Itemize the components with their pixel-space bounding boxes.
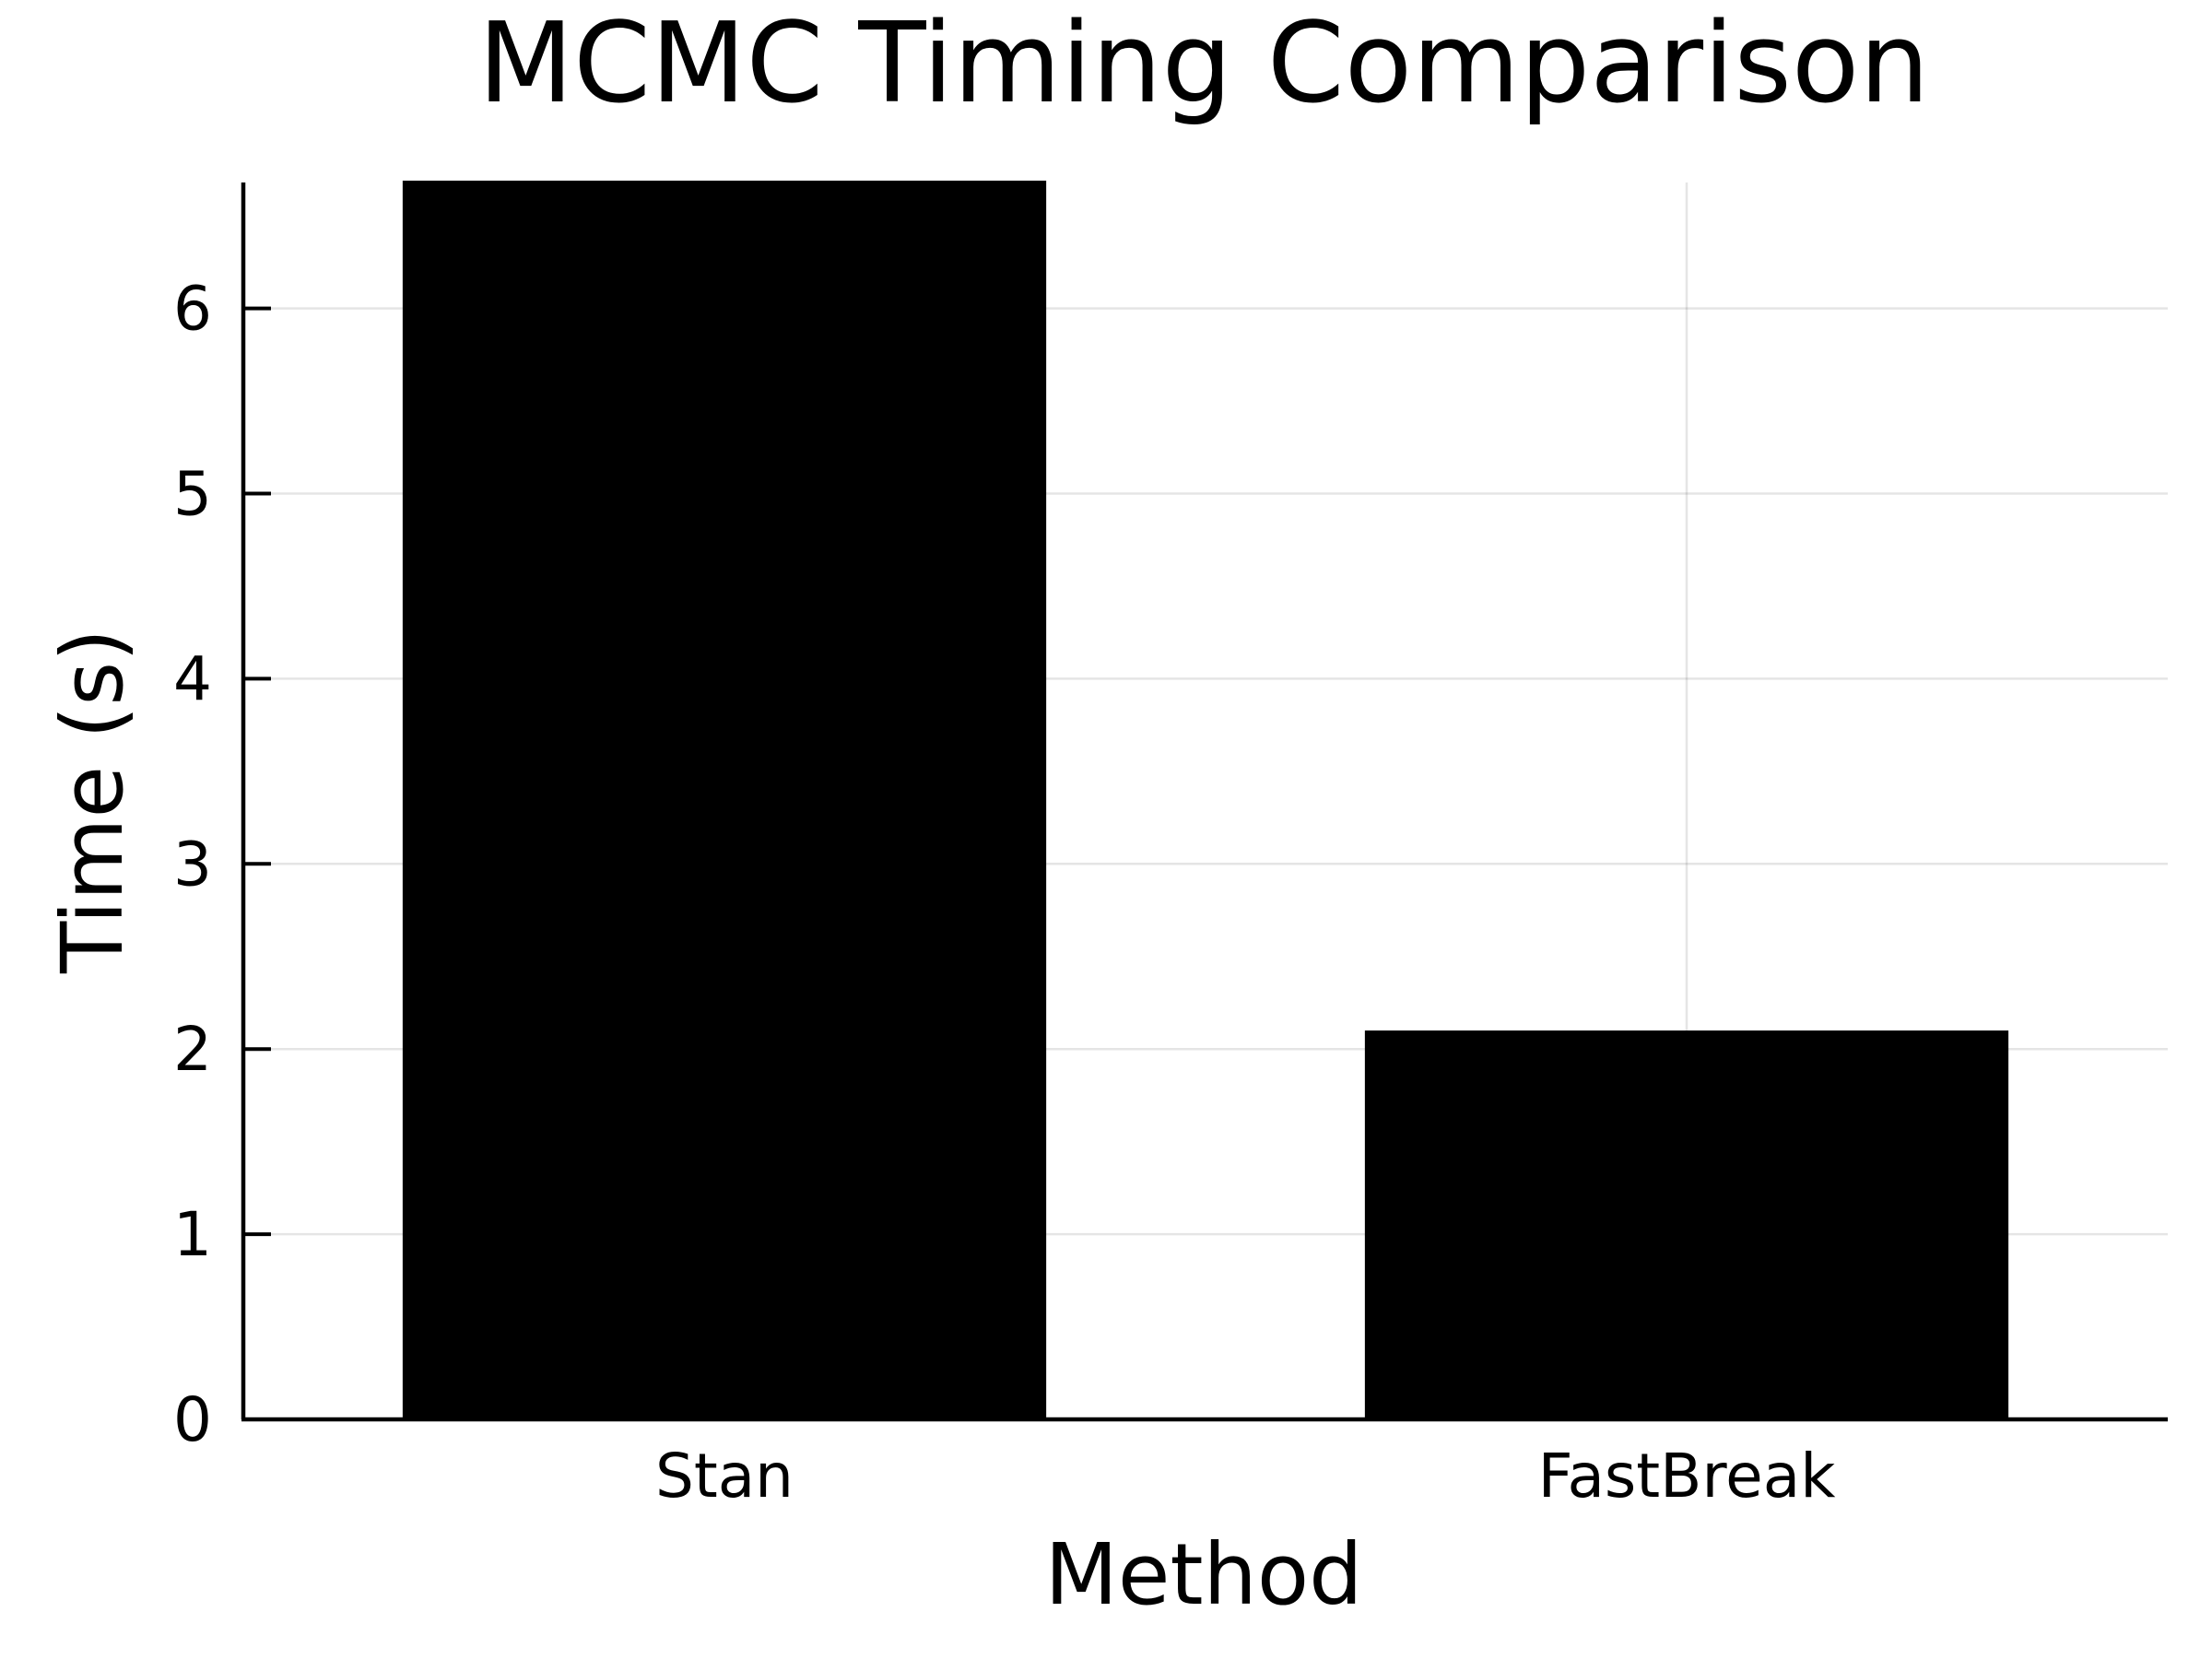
chart-title: MCMC Timing Comparison (478, 0, 1930, 128)
x-tick-label: FastBreak (1538, 1441, 1837, 1512)
bars-layer (402, 181, 2009, 1422)
y-tick-label: 2 (173, 1014, 212, 1085)
y-axis-label: Time (s) (43, 629, 142, 974)
bar-fastbreak (1364, 1030, 2009, 1422)
y-tick-label: 5 (173, 459, 212, 530)
x-axis-label: Method (1044, 1525, 1362, 1624)
x-tick-label: Stan (655, 1441, 794, 1512)
y-tick-label: 1 (173, 1199, 212, 1270)
y-tick-label: 4 (173, 643, 212, 714)
ticks-layer: 0 1 2 3 4 5 6 Stan FastBreak (173, 274, 1836, 1512)
bar-stan (402, 181, 1047, 1421)
y-tick-label: 0 (173, 1384, 212, 1455)
axes-layer (241, 182, 2168, 1422)
y-tick-label: 6 (173, 274, 212, 345)
y-tick-label: 3 (173, 829, 212, 900)
